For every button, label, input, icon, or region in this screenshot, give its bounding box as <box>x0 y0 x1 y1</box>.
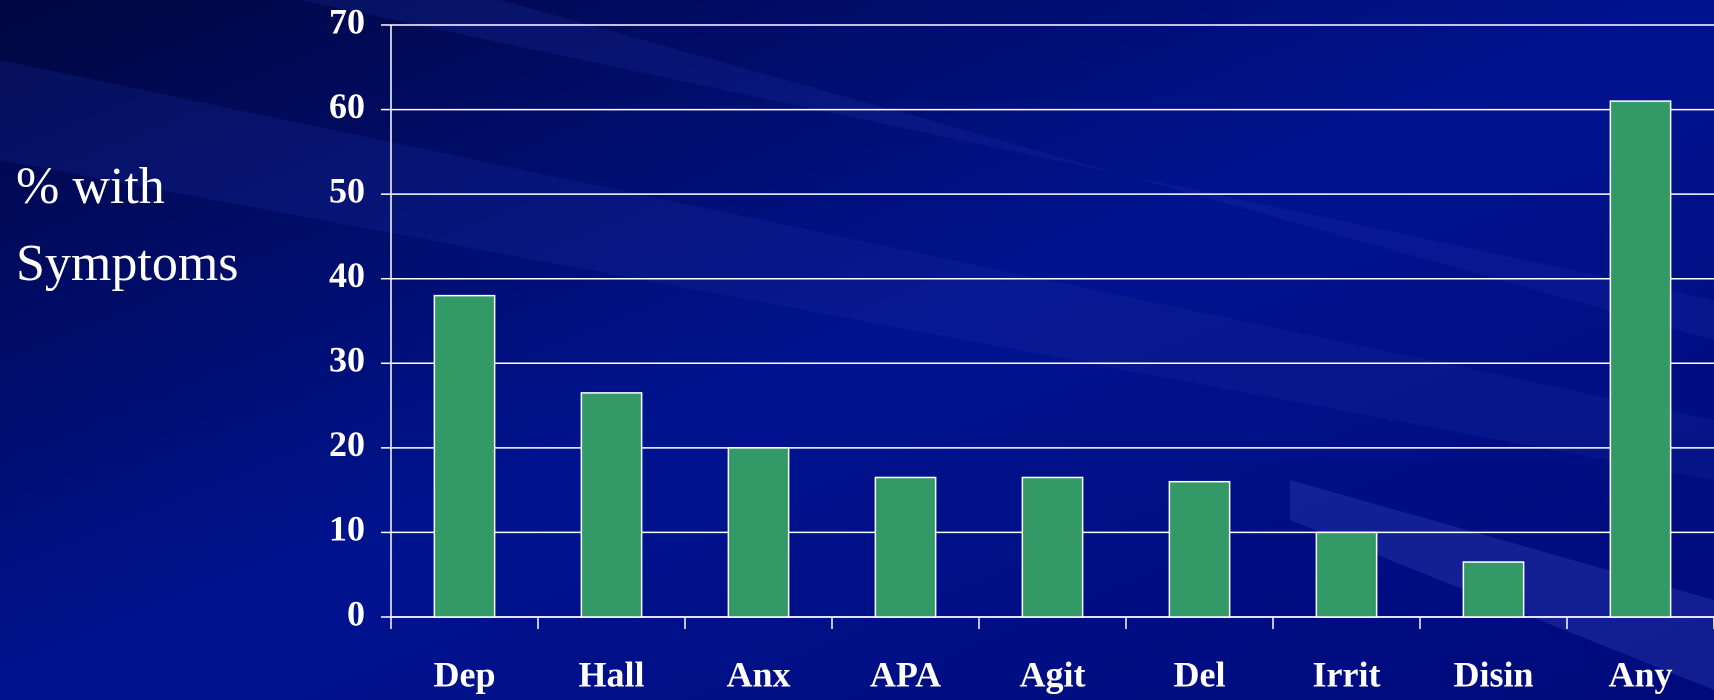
bar <box>727 447 790 618</box>
bar <box>1609 100 1672 618</box>
x-tick-label: Hall <box>578 654 644 694</box>
x-tick-label: Anx <box>726 654 790 694</box>
bar <box>1462 561 1525 618</box>
bar <box>1021 476 1084 618</box>
y-tick-label: 60 <box>329 86 365 126</box>
y-tick-label: 20 <box>329 424 365 464</box>
y-axis-label: Symptoms <box>16 235 239 292</box>
bar <box>1315 531 1378 618</box>
bar <box>433 294 496 618</box>
x-tick-label: Irrit <box>1313 654 1381 694</box>
x-tick-label: Del <box>1174 654 1226 694</box>
x-tick-label: Agit <box>1020 654 1086 694</box>
bar <box>580 392 643 618</box>
y-tick-label: 40 <box>329 255 365 295</box>
bar <box>1168 480 1231 618</box>
y-tick-label: 10 <box>329 509 365 549</box>
bar <box>874 476 937 618</box>
y-tick-label: 50 <box>329 170 365 210</box>
y-tick-label: 70 <box>329 1 365 41</box>
y-tick-label: 0 <box>347 593 365 633</box>
x-tick-label: Dep <box>434 654 496 694</box>
x-tick-label: Any <box>1608 654 1672 694</box>
x-tick-label: APA <box>870 654 941 694</box>
streak <box>0 60 1714 480</box>
y-axis-label: % with <box>16 158 165 215</box>
x-tick-label: Disin <box>1453 654 1533 694</box>
y-tick-label: 30 <box>329 340 365 380</box>
